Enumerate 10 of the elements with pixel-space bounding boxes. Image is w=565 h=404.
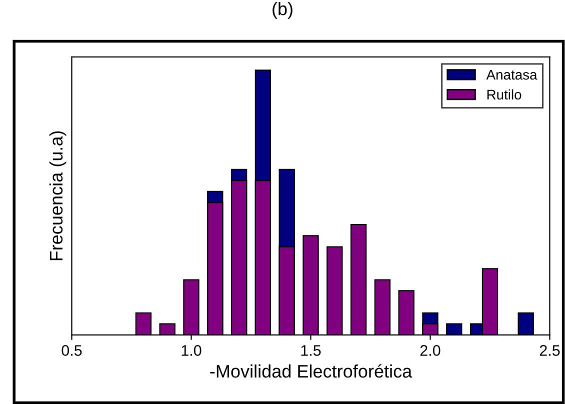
x-tick-label: 0.5 xyxy=(62,345,82,356)
x-tick-label: 1.5 xyxy=(301,345,321,356)
x-tick-label: 1.0 xyxy=(182,345,202,356)
legend-label: Anatasa xyxy=(486,70,538,80)
x-axis-title: -Movilidad Electroforética xyxy=(210,364,412,378)
chart-title: (b) xyxy=(272,2,292,19)
x-tick-label: 2.0 xyxy=(420,345,440,356)
x-tick-label: 2.5 xyxy=(540,345,560,356)
y-axis-title: Frecuencia (u.a) xyxy=(49,131,66,260)
legend-label: Rutilo xyxy=(487,89,522,100)
